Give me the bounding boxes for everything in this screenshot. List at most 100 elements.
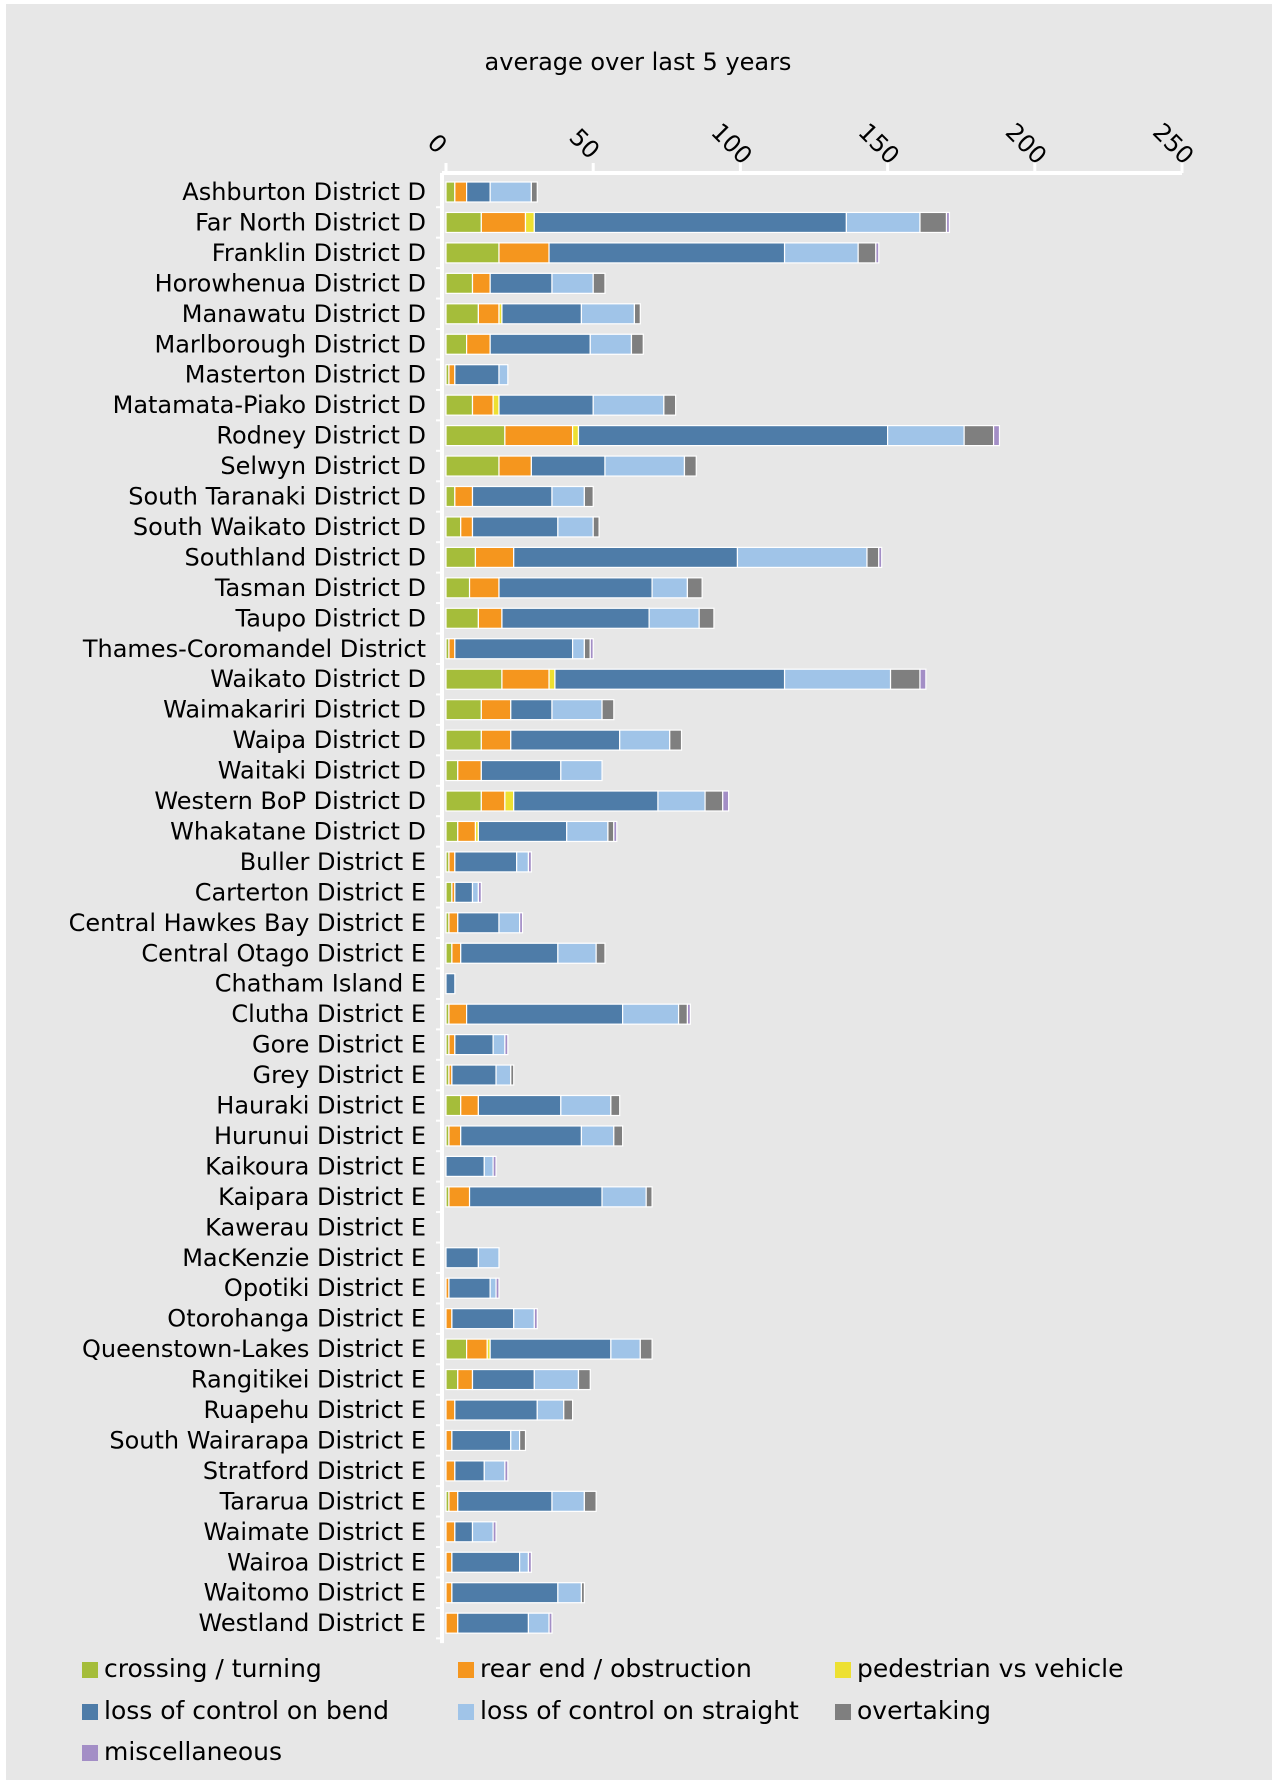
legend-label: overtaking bbox=[857, 1696, 991, 1725]
category-label: Kaipara District E bbox=[218, 1183, 426, 1211]
bar-segment bbox=[492, 1155, 497, 1178]
bar-segment bbox=[445, 242, 500, 264]
bar-segment bbox=[504, 425, 574, 447]
bar-segment bbox=[527, 851, 532, 873]
bar-segment bbox=[480, 211, 527, 234]
bar-segment bbox=[533, 1308, 538, 1330]
bar-segment bbox=[571, 425, 580, 447]
bar-segment bbox=[513, 546, 739, 569]
bar-segment bbox=[518, 912, 524, 934]
bar-segment bbox=[571, 638, 585, 660]
bar-segment bbox=[516, 851, 530, 873]
category-label: Grey District E bbox=[252, 1061, 426, 1089]
bar-segment bbox=[686, 1003, 691, 1025]
bar-segment bbox=[454, 181, 468, 203]
bar-segment bbox=[504, 1033, 509, 1056]
bar-segment bbox=[445, 881, 453, 903]
bar-segment bbox=[663, 394, 677, 416]
bar-segment bbox=[445, 455, 500, 477]
bar-segment bbox=[477, 1094, 562, 1117]
bar-segment bbox=[524, 211, 535, 234]
bar-segment bbox=[551, 272, 594, 294]
bar-segment bbox=[471, 1368, 535, 1391]
bar-segment bbox=[610, 1094, 621, 1117]
bar-segment bbox=[448, 1277, 491, 1299]
bar-segment bbox=[783, 668, 892, 690]
bar-segment bbox=[445, 272, 474, 294]
bar-segment bbox=[483, 1460, 506, 1482]
bar-segment bbox=[592, 272, 606, 294]
bar-segment bbox=[601, 699, 615, 721]
category-label: Waitomo District E bbox=[204, 1579, 426, 1607]
category-label: Far North District D bbox=[195, 208, 426, 236]
legend-label: loss of control on bend bbox=[104, 1696, 389, 1725]
category-label: Queenstown-Lakes District E bbox=[82, 1335, 426, 1363]
bar-segment bbox=[448, 1490, 459, 1512]
category-label: MacKenzie District E bbox=[182, 1244, 426, 1272]
bar-segment bbox=[445, 1429, 453, 1452]
bar-segment bbox=[527, 1612, 550, 1634]
bar-segment bbox=[454, 1033, 494, 1056]
legend-swatch bbox=[82, 1662, 98, 1678]
bar-segment bbox=[513, 1308, 535, 1330]
bar-segment bbox=[648, 607, 700, 629]
category-label: Thames-Coromandel District bbox=[82, 635, 426, 663]
bar-segment bbox=[460, 516, 474, 538]
bar-segment bbox=[560, 759, 603, 782]
bar-segment bbox=[445, 1338, 468, 1360]
bar-segment bbox=[492, 394, 500, 416]
bar-segment bbox=[457, 1612, 530, 1634]
bar-segment bbox=[604, 455, 686, 477]
bar-segment bbox=[451, 1582, 559, 1604]
bar-segment bbox=[583, 485, 594, 508]
bar-segment bbox=[477, 1247, 500, 1269]
bar-segment bbox=[563, 1399, 574, 1421]
bar-segment bbox=[592, 516, 600, 538]
bar-segment bbox=[445, 790, 482, 812]
bar-segment bbox=[513, 790, 659, 812]
bar-segment bbox=[736, 546, 868, 569]
bar-segment bbox=[530, 455, 606, 477]
bar-segment bbox=[878, 546, 883, 569]
bar-segment bbox=[480, 759, 562, 782]
bar-segment bbox=[580, 1125, 615, 1147]
category-label: Otorohanga District E bbox=[167, 1305, 426, 1333]
category-label: Rangitikei District E bbox=[191, 1366, 426, 1394]
bar-segment bbox=[501, 303, 583, 325]
category-label: Tararua District E bbox=[219, 1487, 426, 1515]
bar-segment bbox=[783, 242, 859, 264]
bar-segment bbox=[489, 181, 532, 203]
bar-segment bbox=[501, 668, 550, 690]
category-label: Waimakariri District D bbox=[163, 696, 426, 724]
bar-segment bbox=[595, 942, 606, 964]
bar-segment bbox=[454, 1399, 538, 1421]
chart-title: average over last 5 years bbox=[485, 48, 792, 76]
legend-label: miscellaneous bbox=[104, 1737, 282, 1766]
bar-segment bbox=[504, 1460, 509, 1482]
bar-segment bbox=[489, 333, 591, 355]
bar-segment bbox=[471, 1521, 494, 1543]
bar-segment bbox=[448, 1033, 456, 1056]
bar-segment bbox=[445, 1551, 453, 1573]
bar-segment bbox=[510, 729, 621, 751]
legend-label: loss of control on straight bbox=[480, 1696, 799, 1725]
bar-segment bbox=[639, 1338, 653, 1360]
category-label: Selwyn District D bbox=[220, 452, 426, 480]
bar-segment bbox=[495, 1277, 500, 1299]
category-label: Matamata-Piako District D bbox=[113, 391, 426, 419]
bar-segment bbox=[445, 516, 462, 538]
bar-segment bbox=[445, 1612, 459, 1634]
bar-segment bbox=[471, 394, 494, 416]
category-label: Waipa District D bbox=[233, 726, 426, 754]
bar-segment bbox=[580, 1582, 585, 1604]
category-label: Hauraki District E bbox=[216, 1092, 426, 1120]
bar-segment bbox=[445, 668, 503, 690]
bar-segment bbox=[474, 546, 515, 569]
bar-segment bbox=[557, 516, 594, 538]
bar-segment bbox=[451, 942, 462, 964]
bar-segment bbox=[557, 1582, 583, 1604]
bar-segment bbox=[492, 1033, 506, 1056]
bar-segment bbox=[454, 1460, 485, 1482]
category-label: Westland District E bbox=[199, 1609, 426, 1637]
